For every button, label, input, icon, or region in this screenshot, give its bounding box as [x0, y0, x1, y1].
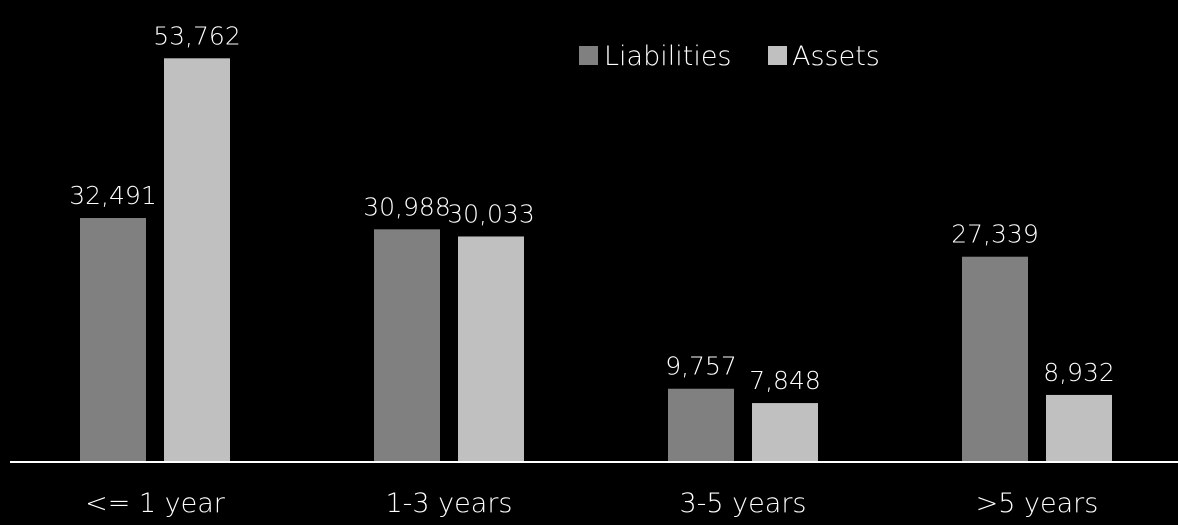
x-tick-label-3: >5 years: [976, 488, 1099, 519]
bar-liabilities-0: [80, 218, 146, 462]
bar-liabilities-2: [668, 388, 734, 462]
legend-label-assets: Assets: [792, 41, 880, 72]
bars-group: [80, 58, 1112, 462]
value-label-liabilities-1: 30,988: [363, 192, 450, 221]
bar-liabilities-1: [374, 229, 440, 462]
value-label-assets-0: 53,762: [153, 21, 240, 50]
x-tick-labels-group: <= 1 year 1-3 years 3-5 years >5 years: [85, 488, 1098, 519]
value-label-liabilities-3: 27,339: [951, 220, 1038, 249]
bar-assets-2: [752, 403, 818, 462]
x-tick-label-0: <= 1 year: [85, 488, 226, 519]
bar-assets-0: [164, 58, 230, 462]
legend-swatch-assets: [768, 46, 787, 65]
value-label-liabilities-0: 32,491: [69, 181, 156, 210]
legend-label-liabilities: Liabilities: [604, 41, 732, 72]
legend-swatch-liabilities: [579, 46, 598, 65]
bar-assets-3: [1046, 394, 1112, 462]
bar-assets-1: [458, 236, 524, 462]
x-tick-label-2: 3-5 years: [680, 488, 807, 519]
value-label-assets-1: 30,033: [447, 199, 534, 228]
value-label-liabilities-2: 9,757: [665, 352, 737, 381]
value-label-assets-3: 8,932: [1043, 358, 1115, 387]
bar-liabilities-3: [962, 256, 1028, 462]
value-label-assets-2: 7,848: [749, 366, 821, 395]
x-tick-label-1: 1-3 years: [386, 488, 513, 519]
legend: Liabilities Assets: [579, 41, 880, 72]
